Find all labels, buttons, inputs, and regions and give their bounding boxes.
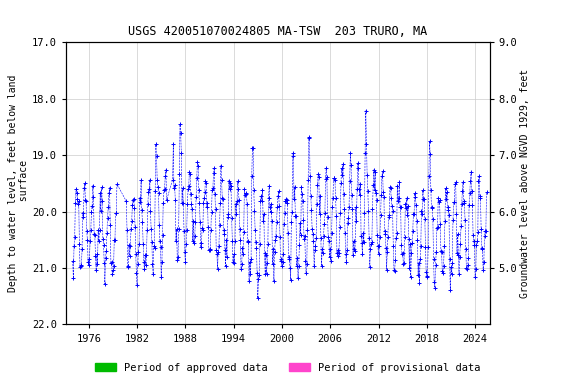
Y-axis label: Depth to water level, feet below land
 surface: Depth to water level, feet below land su… — [8, 74, 29, 292]
Title: USGS 420051070024805 MA-TSW  203 TRURO, MA: USGS 420051070024805 MA-TSW 203 TRURO, M… — [128, 25, 427, 38]
Legend: Period of approved data, Period of provisional data: Period of approved data, Period of provi… — [91, 359, 485, 377]
Y-axis label: Groundwater level above NGVD 1929, feet: Groundwater level above NGVD 1929, feet — [520, 69, 530, 298]
